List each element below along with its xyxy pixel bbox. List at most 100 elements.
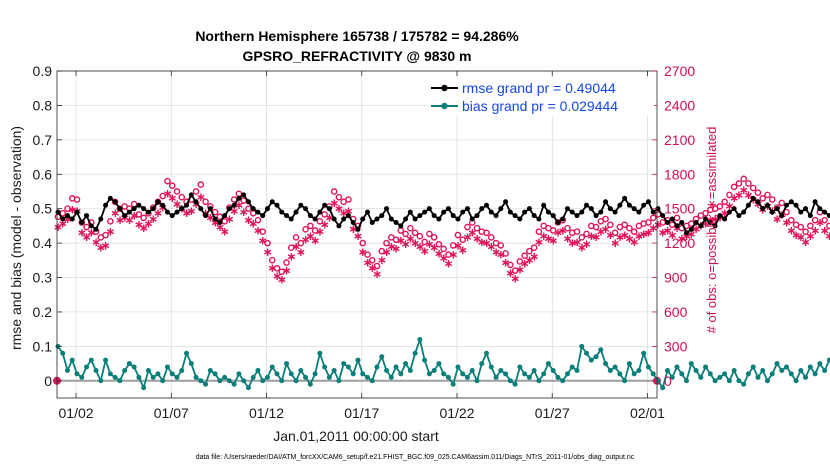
obs-assimilated-point: ∗ <box>229 204 239 218</box>
obs-assimilated-point: ∗ <box>334 202 344 216</box>
bias-point <box>531 367 537 373</box>
rmse-point <box>431 213 437 219</box>
obs-possible-point <box>564 224 571 232</box>
obs-possible-point <box>430 234 438 241</box>
bias-point <box>203 381 209 387</box>
y-left-tick-label: 0.6 <box>33 166 53 182</box>
y-right-tick-label: 0 <box>664 373 672 389</box>
rmse-point <box>236 195 242 201</box>
rmse-point <box>84 213 90 219</box>
rmse-point <box>803 206 809 212</box>
obs-possible-point <box>811 216 819 224</box>
obs-assimilated-point: ∗ <box>639 227 649 241</box>
obs-assimilated-point: ∗ <box>539 229 549 243</box>
obs-assimilated-point: ∗ <box>291 239 301 253</box>
obs-possible-point <box>297 239 305 247</box>
rmse-point <box>307 213 313 219</box>
obs-possible-point <box>440 245 447 253</box>
rmse-point <box>779 213 785 219</box>
obs-assimilated-point: ∗ <box>815 215 825 229</box>
plot-frame <box>56 70 658 399</box>
bias-point <box>474 378 480 384</box>
rmse-point <box>531 213 537 219</box>
bias-point <box>798 367 804 373</box>
bias-point <box>593 354 599 360</box>
bias-point <box>731 367 737 373</box>
obs-assimilated-point: ∗ <box>810 223 820 237</box>
legend: rmse grand pr = 0.49044 bias grand pr = … <box>428 78 654 116</box>
obs-possible-point <box>449 242 457 249</box>
bias-point <box>550 367 556 373</box>
obs-assimilated-point: ∗ <box>824 229 830 243</box>
rmse-point <box>612 209 618 215</box>
rmse-point <box>369 219 375 225</box>
obs-possible-point <box>283 259 290 266</box>
rmse-point <box>145 209 151 215</box>
bias-point <box>241 378 247 384</box>
obs-assimilated-point: ∗ <box>662 223 672 237</box>
obs-assimilated-point: ∗ <box>805 229 815 243</box>
obs-assimilated-point: ∗ <box>234 198 244 212</box>
bias-point <box>231 381 237 387</box>
rmse-point <box>55 209 61 215</box>
obs-assimilated-point: ∗ <box>105 224 115 238</box>
rmse-point <box>131 206 137 212</box>
rmse-point <box>736 213 742 219</box>
obs-assimilated-point: ∗ <box>310 234 320 248</box>
y-right-tick-label: 1200 <box>664 235 695 251</box>
obs-assimilated-point: ∗ <box>77 226 87 240</box>
obs-possible-point <box>383 239 390 247</box>
bias-point <box>626 361 632 367</box>
rmse-point <box>374 216 380 222</box>
legend-bias-marker <box>441 102 448 110</box>
obs-assimilated-point: ∗ <box>739 183 749 197</box>
obs-assimilated-point: ∗ <box>634 229 644 243</box>
rmse-point <box>436 216 442 222</box>
rmse-point <box>598 209 604 215</box>
bias-point <box>603 361 609 367</box>
legend-rmse-label: rmse grand pr = 0.49044 <box>462 80 616 96</box>
obs-possible-point <box>649 214 657 222</box>
obs-assimilated-point: ∗ <box>701 216 711 230</box>
obs-assimilated-point: ∗ <box>667 228 677 242</box>
rmse-point <box>388 216 394 222</box>
bias-point <box>750 364 756 370</box>
bias-point <box>598 347 604 353</box>
obs-assimilated-point: ∗ <box>501 255 511 269</box>
y-left-tick-label: 0.8 <box>33 97 53 113</box>
x-tick-label: 01/07 <box>154 405 189 421</box>
y-left-tick-label: 0.3 <box>33 270 53 286</box>
obs-assimilated-point: ∗ <box>372 267 382 281</box>
rmse-point <box>279 209 285 215</box>
rmse-point <box>317 209 323 215</box>
obs-possible-point <box>407 224 414 232</box>
bias-point <box>722 371 728 377</box>
obs-assimilated-point: ∗ <box>186 204 196 218</box>
bias-point <box>217 378 223 384</box>
obs-assimilated-point: ∗ <box>515 262 525 276</box>
bias-point <box>317 350 323 356</box>
rmse-point <box>769 209 775 215</box>
rmse-point <box>455 216 461 222</box>
obs-assimilated-point: ∗ <box>581 237 591 251</box>
y-right-tick-label: 900 <box>664 270 688 286</box>
x-axis: 01/02 01/07 01/12 01/17 01/22 01/27 02/01 <box>59 71 665 421</box>
bias-point <box>417 336 423 342</box>
obs-possible-point <box>335 193 343 201</box>
y-axis-left-label: rmse and bias (model - observation) <box>8 126 24 350</box>
rmse-point <box>574 213 580 219</box>
bias-point <box>426 371 432 377</box>
rmse-point <box>445 206 451 212</box>
bias-point <box>669 374 675 380</box>
obs-possible-point <box>345 196 352 203</box>
rmse-point <box>60 216 66 222</box>
bias-point <box>341 361 347 367</box>
bias-point <box>674 364 680 370</box>
rmse-point <box>717 213 723 219</box>
bias-point <box>193 374 199 380</box>
rmse-point <box>474 213 480 219</box>
obs-possible-point <box>611 229 619 237</box>
obs-assimilated-point: ∗ <box>296 245 306 259</box>
obs-possible-point <box>602 215 609 223</box>
bias-point <box>250 374 256 380</box>
